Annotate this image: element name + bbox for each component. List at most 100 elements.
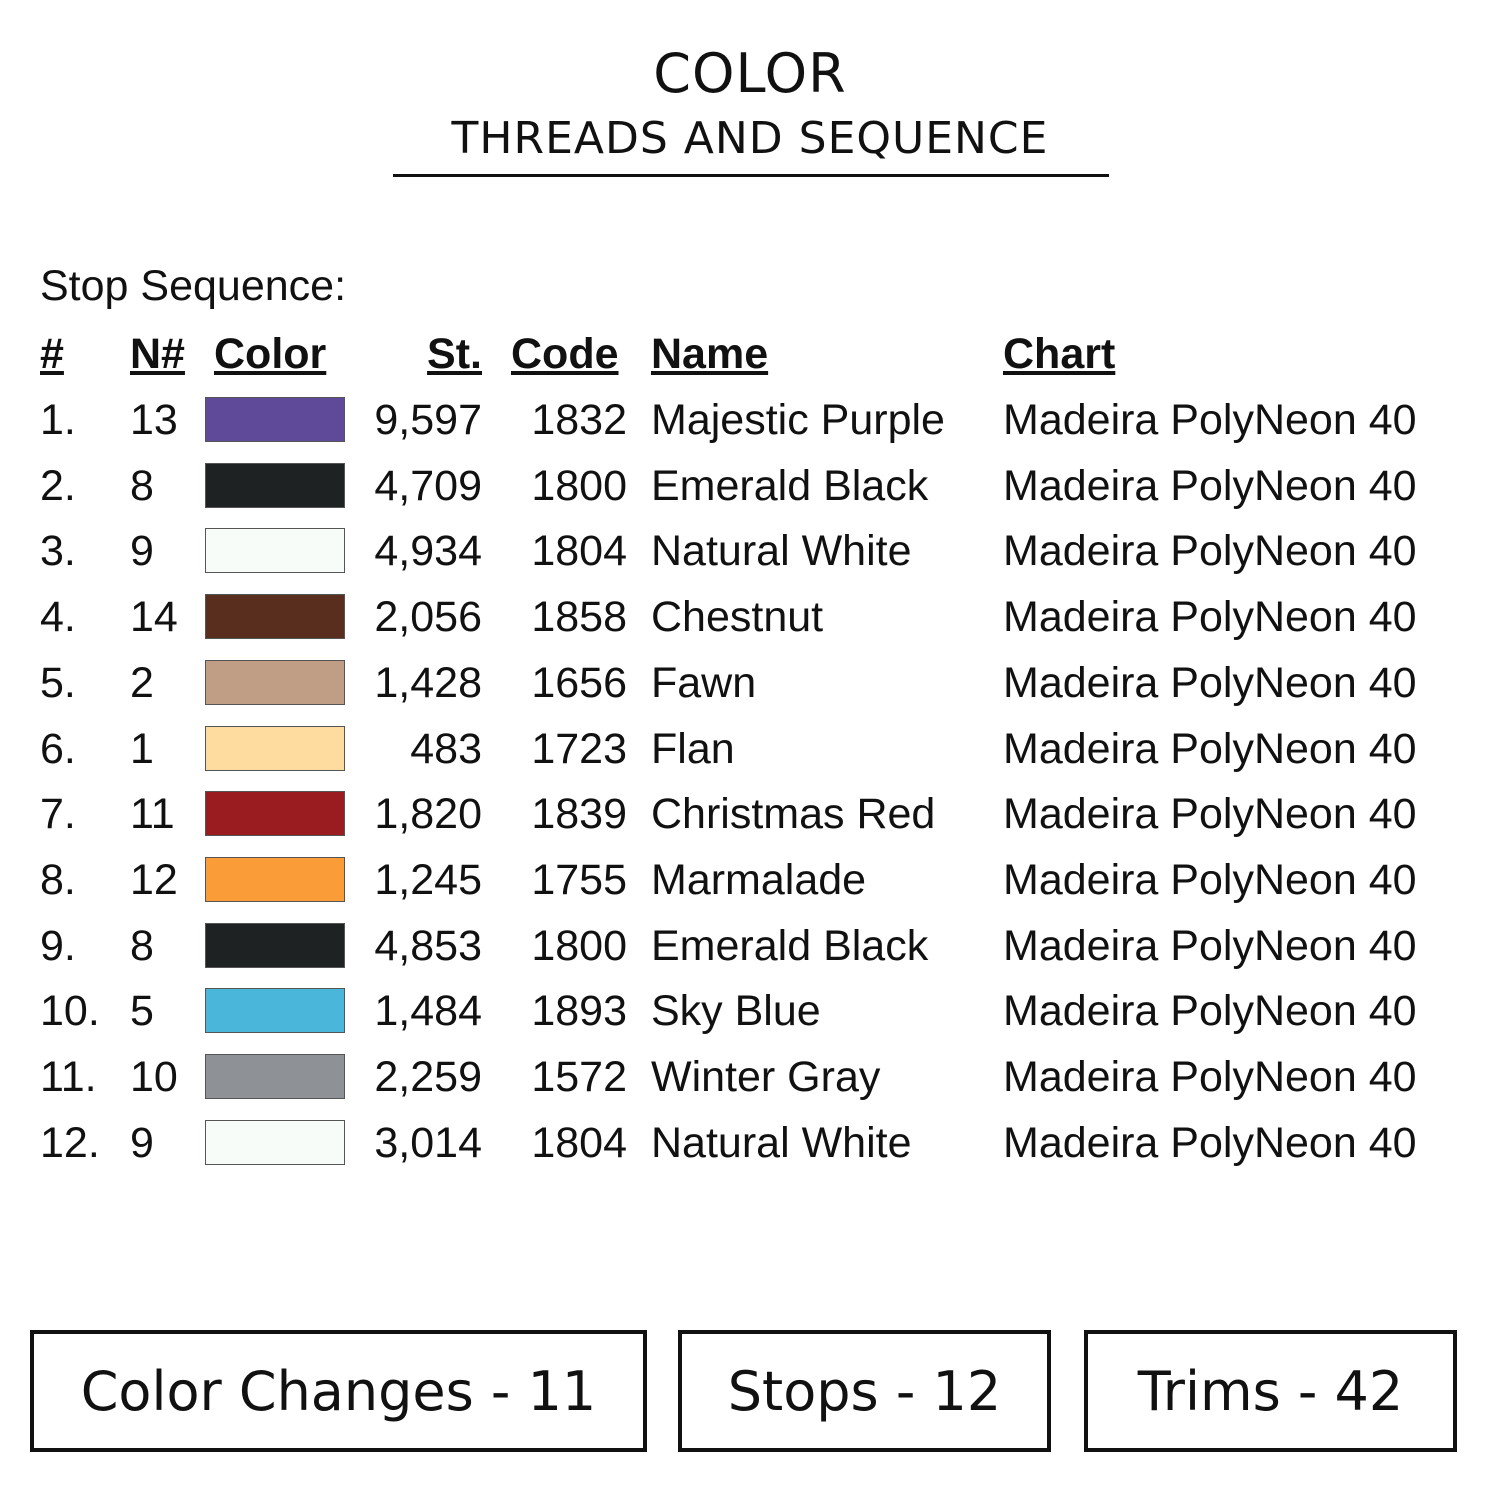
table-row: 6. 1 483 1723 Flan Madeira PolyNeon 40 bbox=[0, 716, 1500, 782]
table-row: 8. 12 1,245 1755 Marmalade Madeira PolyN… bbox=[0, 847, 1500, 913]
color-swatch bbox=[205, 397, 345, 442]
row-num: 8. bbox=[40, 855, 76, 904]
table-row: 12. 9 3,014 1804 Natural White Madeira P… bbox=[0, 1110, 1500, 1176]
row-stitches: 1,245 bbox=[374, 855, 482, 904]
section-label: Stop Sequence: bbox=[40, 262, 347, 310]
row-chart: Madeira PolyNeon 40 bbox=[1003, 724, 1417, 773]
color-swatch bbox=[205, 1054, 345, 1099]
row-needle: 12 bbox=[130, 855, 178, 904]
row-name: Chestnut bbox=[651, 593, 824, 642]
row-code: 1723 bbox=[531, 724, 627, 773]
row-num: 12. bbox=[40, 1118, 100, 1167]
row-stitches: 4,934 bbox=[374, 527, 482, 576]
row-code: 1804 bbox=[531, 527, 627, 576]
table-row: 4. 14 2,056 1858 Chestnut Madeira PolyNe… bbox=[0, 584, 1500, 650]
row-chart: Madeira PolyNeon 40 bbox=[1003, 855, 1417, 904]
row-stitches: 1,820 bbox=[374, 790, 482, 839]
row-chart: Madeira PolyNeon 40 bbox=[1003, 1118, 1417, 1167]
row-code: 1804 bbox=[531, 1118, 627, 1167]
row-stitches: 3,014 bbox=[374, 1118, 482, 1167]
row-needle: 2 bbox=[130, 658, 154, 707]
row-name: Marmalade bbox=[651, 855, 867, 904]
table-row: 3. 9 4,934 1804 Natural White Madeira Po… bbox=[0, 518, 1500, 584]
row-needle: 8 bbox=[130, 921, 154, 970]
trims-box: Trims - 42 bbox=[1084, 1330, 1457, 1452]
col-header-stitches: St. bbox=[427, 330, 482, 378]
row-chart: Madeira PolyNeon 40 bbox=[1003, 593, 1417, 642]
row-needle: 11 bbox=[130, 790, 175, 839]
row-code: 1839 bbox=[531, 790, 627, 839]
col-header-needle: N# bbox=[130, 330, 185, 378]
row-chart: Madeira PolyNeon 40 bbox=[1003, 527, 1417, 576]
row-name: Winter Gray bbox=[651, 1053, 881, 1101]
row-name: Sky Blue bbox=[651, 987, 821, 1036]
row-name: Christmas Red bbox=[651, 790, 936, 839]
row-stitches: 2,259 bbox=[374, 1053, 482, 1101]
row-num: 7. bbox=[40, 790, 76, 839]
row-chart: Madeira PolyNeon 40 bbox=[1003, 658, 1417, 707]
row-num: 10. bbox=[40, 987, 100, 1036]
table-row: 2. 8 4,709 1800 Emerald Black Madeira Po… bbox=[0, 453, 1500, 519]
row-chart: Madeira PolyNeon 40 bbox=[1003, 461, 1417, 510]
col-header-chart: Chart bbox=[1003, 330, 1116, 378]
table-row: 1. 13 9,597 1832 Majestic Purple Madeira… bbox=[0, 387, 1500, 453]
table-row: 10. 5 1,484 1893 Sky Blue Madeira PolyNe… bbox=[0, 978, 1500, 1044]
table-row: 7. 11 1,820 1839 Christmas Red Madeira P… bbox=[0, 781, 1500, 847]
row-num: 9. bbox=[40, 921, 76, 970]
color-swatch bbox=[205, 1119, 345, 1165]
stops-box: Stops - 12 bbox=[678, 1330, 1051, 1452]
color-swatch bbox=[205, 988, 345, 1034]
color-swatch bbox=[205, 659, 345, 705]
row-chart: Madeira PolyNeon 40 bbox=[1003, 1053, 1417, 1101]
row-name: Fawn bbox=[651, 658, 757, 707]
row-needle: 1 bbox=[130, 724, 154, 773]
row-needle: 13 bbox=[130, 396, 178, 444]
page-subtitle: THREADS AND SEQUENCE bbox=[451, 113, 1049, 164]
stops-label: Stops - 12 bbox=[727, 1359, 1002, 1423]
page-title: COLOR bbox=[653, 42, 847, 105]
row-code: 1656 bbox=[531, 658, 627, 707]
row-name: Majestic Purple bbox=[651, 396, 945, 444]
row-num: 4. bbox=[40, 593, 76, 642]
row-num: 2. bbox=[40, 461, 76, 510]
color-changes-label: Color Changes - 11 bbox=[80, 1359, 597, 1423]
row-num: 11. bbox=[40, 1053, 97, 1101]
row-num: 3. bbox=[40, 527, 76, 576]
row-name: Flan bbox=[651, 724, 735, 773]
col-header-color: Color bbox=[214, 330, 327, 378]
row-chart: Madeira PolyNeon 40 bbox=[1003, 921, 1417, 970]
row-code: 1755 bbox=[531, 855, 627, 904]
row-code: 1572 bbox=[531, 1053, 627, 1101]
table-row: 9. 8 4,853 1800 Emerald Black Madeira Po… bbox=[0, 913, 1500, 979]
title-divider bbox=[393, 174, 1109, 177]
row-needle: 5 bbox=[130, 987, 154, 1036]
row-num: 1. bbox=[40, 396, 76, 444]
row-stitches: 483 bbox=[410, 724, 482, 773]
row-stitches: 9,597 bbox=[374, 396, 482, 444]
row-stitches: 1,428 bbox=[374, 658, 482, 707]
row-needle: 10 bbox=[130, 1053, 178, 1101]
col-header-name: Name bbox=[651, 330, 769, 378]
row-stitches: 4,853 bbox=[374, 921, 482, 970]
row-needle: 9 bbox=[130, 527, 154, 576]
row-code: 1800 bbox=[531, 461, 627, 510]
row-stitches: 1,484 bbox=[374, 987, 482, 1036]
color-swatch bbox=[205, 594, 345, 640]
color-swatch bbox=[205, 856, 345, 902]
col-header-num: # bbox=[40, 330, 64, 378]
row-needle: 9 bbox=[130, 1118, 154, 1167]
row-code: 1858 bbox=[531, 593, 627, 642]
row-code: 1832 bbox=[531, 396, 627, 444]
color-swatch bbox=[205, 922, 345, 968]
row-name: Emerald Black bbox=[651, 921, 929, 970]
table-row: 11. 10 2,259 1572 Winter Gray Madeira Po… bbox=[0, 1044, 1500, 1110]
row-code: 1800 bbox=[531, 921, 627, 970]
row-name: Natural White bbox=[651, 1118, 912, 1167]
row-stitches: 4,709 bbox=[374, 461, 482, 510]
row-num: 5. bbox=[40, 658, 76, 707]
trims-label: Trims - 42 bbox=[1137, 1359, 1404, 1423]
table-row: 5. 2 1,428 1656 Fawn Madeira PolyNeon 40 bbox=[0, 650, 1500, 716]
row-chart: Madeira PolyNeon 40 bbox=[1003, 790, 1417, 839]
color-swatch bbox=[205, 725, 345, 771]
row-code: 1893 bbox=[531, 987, 627, 1036]
